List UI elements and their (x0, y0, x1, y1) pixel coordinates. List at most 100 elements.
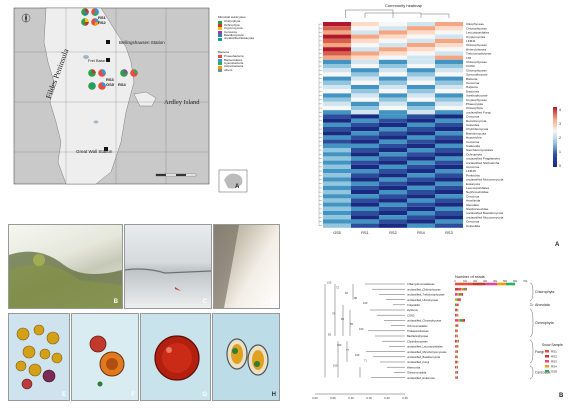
reads-axis-tick: 50k (503, 280, 508, 283)
heatmap-cell (323, 219, 351, 224)
tree-taxon-label: unclassified_Basidiomycota (407, 355, 441, 359)
heatmap-row-label: Peritrichia (466, 173, 480, 177)
heatmap-row-label: Chlorophyceae (466, 60, 487, 64)
heatmap-cell (379, 169, 407, 174)
heatmap-row-label: LKM11 (466, 39, 476, 43)
tree-taxon-label: unclassified_Microbotryomycetes (407, 350, 447, 354)
heatmap-cell (323, 59, 351, 64)
tree-taxon-label: unclassified_Trebouxiophyceae (407, 293, 445, 297)
heatmap-cell (323, 85, 351, 90)
reads-axis-tick: 60k (513, 280, 518, 283)
heatmap-cell (351, 22, 379, 27)
legend-bacteria-label: Proteobacteria (224, 54, 244, 59)
heatmap-cell (351, 169, 379, 174)
site-label-gs5: GS5 (106, 82, 115, 87)
heatmap-cell (323, 34, 351, 39)
reads-bar-segment (457, 308, 458, 312)
heatmap-cell (435, 43, 463, 48)
reads-bar-segment (457, 313, 459, 317)
heatmap-row-label: Synurophyceae (466, 73, 488, 77)
heatmap-cell (407, 223, 435, 228)
reads-bar-segment (460, 319, 462, 322)
heatmap-cell (351, 135, 379, 140)
heatmap-row-label: unclassified Basidiomycota (466, 211, 503, 215)
heatmap-cell (379, 55, 407, 60)
heatmap-cell (351, 215, 379, 220)
legend-bacteria-item: Proteobacteria (218, 54, 280, 59)
reads-bar-segment (473, 282, 485, 286)
bootstrap-value: 100 (337, 343, 342, 347)
reads-bar-segment (456, 313, 458, 317)
legend-bacteria-label: others (224, 67, 233, 72)
bootstrap-value: 71 (364, 358, 367, 362)
heatmap-cell (351, 181, 379, 186)
heatmap-row-label: Calanoida (466, 144, 480, 148)
heatmap-cell (407, 206, 435, 211)
heatmap-cell (407, 89, 435, 94)
reads-bar-segment (457, 324, 458, 327)
legend-eukaryote-label: Basidiomycota (224, 33, 244, 38)
heatmap-cell (351, 114, 379, 119)
reads-bar-segment (455, 308, 456, 312)
site-label-rs4: RS4 (118, 82, 126, 87)
heatmap-cell (323, 190, 351, 195)
heatmap-cell (379, 51, 407, 56)
heatmap-cell (351, 59, 379, 64)
bootstrap-value: 100 (359, 327, 364, 331)
heatmap-cell (351, 177, 379, 182)
heatmap-cell (323, 110, 351, 115)
heatmap-row-label: Trebouxiophyceae (466, 52, 492, 56)
reads-bar-segment (455, 355, 456, 359)
heatmap-row-label: Cercozoa (466, 220, 480, 224)
reads-bar-segment (455, 360, 456, 364)
tree-taxon-label: Colpodella (407, 303, 420, 307)
reads-bar-segment (456, 371, 457, 374)
heatmap-title: Community heatmap (385, 3, 422, 8)
heatmap-column-label: RS1 (361, 231, 368, 235)
heatmap-cell (407, 135, 435, 140)
heatmap-cell (435, 164, 463, 169)
heatmap-cell (435, 143, 463, 148)
heatmap-cell (435, 110, 463, 115)
heatmap-cell (379, 114, 407, 119)
color-scale-tick: 3 (559, 122, 561, 126)
heatmap-cell (379, 211, 407, 216)
reads-bar-segment (457, 303, 459, 307)
heatmap-cell (435, 148, 463, 153)
bootstrap-value: 55 (350, 322, 353, 326)
heatmap-cell (407, 51, 435, 56)
tree-taxon-label: unclassified_Eukaryota (407, 376, 435, 380)
reads-bar-segment (455, 329, 456, 333)
heatmap-cell (379, 148, 407, 153)
heatmap-cell (407, 22, 435, 27)
heatmap-cell (323, 122, 351, 127)
reads-bar-segment (459, 293, 461, 296)
reads-bar-segment (456, 303, 457, 307)
heatmap-cell (407, 215, 435, 220)
bootstrap-value: 72 (336, 286, 339, 290)
heatmap-cell (435, 223, 463, 228)
heatmap-cell (323, 139, 351, 144)
heatmap-cell (351, 156, 379, 161)
legend-eukaryote-label: unclassified Eukaryota (224, 36, 255, 41)
heatmap-cell (379, 177, 407, 182)
reads-bar-segment (457, 334, 458, 338)
heatmap-cell (379, 85, 407, 90)
heatmap-row-label: Phaeocystia (466, 102, 483, 106)
reads-bar-segment (456, 365, 458, 369)
panel-letter-h: H (271, 392, 276, 398)
heatmap-cell (407, 181, 435, 186)
heatmap-cell (379, 190, 407, 195)
legend-eukaryote-label: Cercozoa (224, 29, 237, 34)
heatmap-column-label: RS3 (445, 231, 452, 235)
reads-bar-segment (456, 371, 458, 374)
heatmap-cell (379, 202, 407, 207)
color-scale-tick: 2 (559, 136, 561, 140)
legend-bacteria-title: Bacteria (218, 49, 230, 54)
heatmap-row-label: Hypotrichia (466, 136, 482, 140)
heatmap-row-label: Heterolobosea (466, 47, 486, 51)
heatmap-row-label: Cryptomycota (466, 35, 485, 39)
heatmap-cell (435, 118, 463, 123)
heatmap-cell (435, 80, 463, 85)
heatmap-cell (435, 64, 463, 69)
